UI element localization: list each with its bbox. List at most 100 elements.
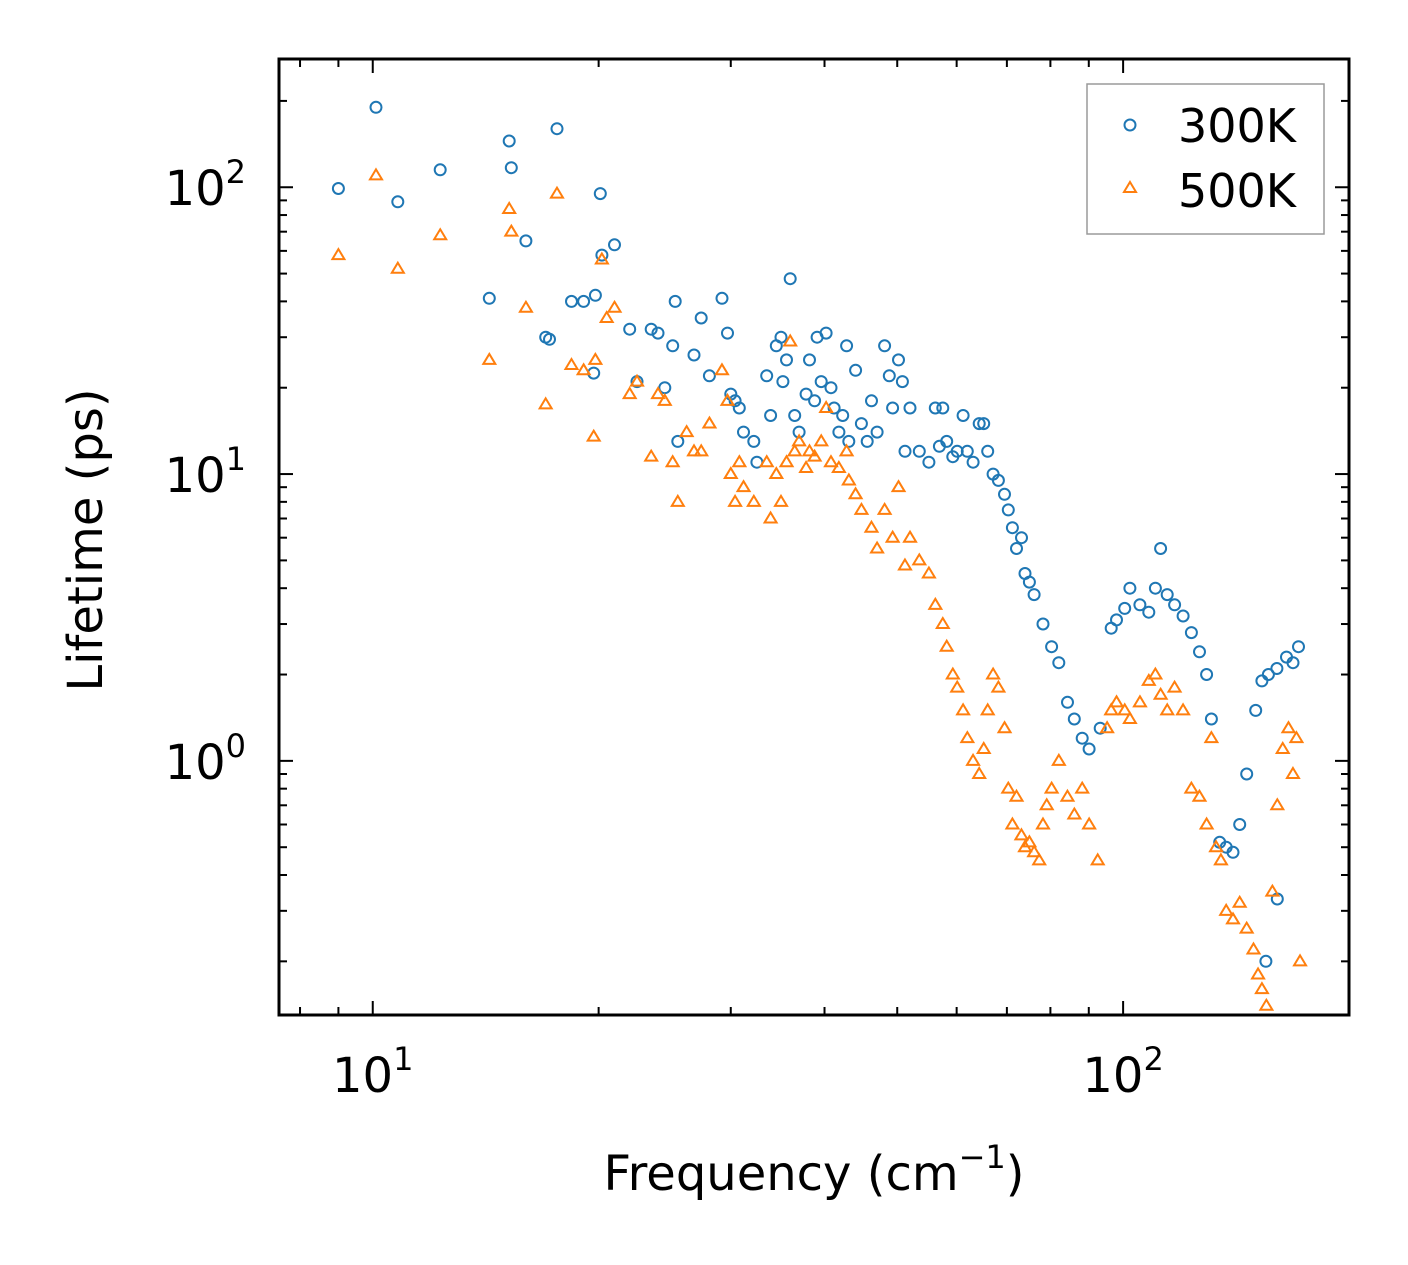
series-300k-marks (331, 100, 1305, 968)
point-300k-111 (1168, 598, 1182, 612)
point-300k-57 (842, 434, 856, 448)
point-300k-65 (886, 401, 900, 415)
x-tick-label-1: 102 (1082, 1040, 1163, 1104)
point-300k-127 (1286, 656, 1300, 670)
point-500k-45 (806, 448, 823, 462)
point-500k-55 (869, 540, 885, 554)
point-300k-9 (543, 332, 556, 346)
point-300k-25 (671, 434, 685, 448)
point-500k-56 (876, 501, 893, 515)
x-axis-label-end: ) (1006, 1146, 1025, 1202)
point-500k-105 (1175, 702, 1191, 716)
point-300k-98 (1067, 712, 1081, 726)
point-300k-62 (870, 425, 884, 439)
point-300k-48 (808, 394, 822, 408)
point-500k-57 (884, 529, 901, 543)
point-500k-108 (1198, 816, 1215, 830)
point-500k-74 (985, 666, 1001, 680)
point-500k-33 (735, 479, 752, 493)
point-300k-113 (1184, 626, 1198, 640)
point-300k-23 (666, 339, 680, 353)
point-500k-38 (773, 493, 789, 507)
point-500k-35 (758, 454, 775, 468)
point-500k-12 (587, 351, 604, 365)
point-500k-122 (1274, 741, 1291, 754)
point-500k-86 (1038, 797, 1055, 811)
point-300k-106 (1133, 598, 1147, 612)
point-300k-1 (369, 100, 383, 114)
point-500k-76 (996, 720, 1013, 734)
point-300k-74 (936, 401, 950, 415)
point-300k-58 (849, 363, 863, 377)
point-500k-70 (965, 752, 981, 766)
point-500k-106 (1183, 780, 1200, 794)
point-300k-63 (878, 339, 892, 353)
point-300k-114 (1193, 645, 1206, 659)
point-500k-23 (670, 493, 686, 507)
point-500k-0 (330, 247, 347, 261)
point-500k-20 (650, 386, 666, 400)
point-500k-21 (657, 392, 673, 406)
y-tick-label-base-1: 10 (165, 448, 226, 504)
point-500k-22 (664, 454, 681, 468)
point-300k-79 (960, 444, 974, 458)
point-500k-34 (746, 493, 762, 507)
point-300k-30 (721, 326, 734, 340)
point-500k-10 (563, 357, 580, 371)
point-500k-41 (786, 443, 803, 457)
point-500k-49 (831, 460, 847, 473)
point-300k-67 (895, 375, 909, 389)
point-500k-61 (911, 552, 928, 566)
point-500k-9 (549, 185, 565, 199)
point-300k-96 (1052, 656, 1066, 670)
point-500k-99 (1132, 694, 1148, 708)
point-500k-28 (714, 362, 730, 376)
legend-frame (1086, 83, 1325, 235)
point-500k-66 (945, 666, 961, 680)
point-300k-92 (1022, 575, 1036, 589)
point-500k-63 (927, 596, 944, 610)
x-axis-label: Frequency (cm−1) (603, 1138, 1024, 1202)
x-axis-label-superscript: −1 (959, 1138, 1006, 1176)
point-300k-86 (998, 487, 1011, 501)
point-500k-88 (1051, 752, 1067, 766)
point-300k-37 (760, 369, 774, 383)
point-300k-43 (783, 272, 797, 286)
point-500k-51 (841, 472, 857, 486)
point-300k-110 (1160, 588, 1174, 602)
point-500k-2 (390, 260, 406, 274)
point-500k-123 (1280, 720, 1297, 734)
point-300k-34 (737, 425, 750, 439)
point-300k-55 (836, 409, 850, 422)
point-300k-29 (715, 291, 729, 305)
point-500k-100 (1141, 672, 1157, 686)
point-500k-18 (629, 373, 645, 387)
point-500k-113 (1225, 911, 1241, 925)
point-500k-120 (1264, 883, 1281, 897)
point-500k-19 (643, 448, 659, 462)
point-300k-109 (1154, 542, 1168, 555)
point-500k-50 (838, 443, 855, 457)
point-300k-68 (898, 444, 912, 458)
point-500k-125 (1288, 730, 1305, 744)
point-300k-61 (865, 394, 878, 408)
point-500k-68 (955, 702, 971, 716)
y-axis-label: Lifetime (ps) (58, 388, 114, 691)
point-300k-45 (792, 425, 806, 439)
point-300k-2 (391, 195, 405, 209)
point-300k-101 (1093, 721, 1107, 735)
point-500k-84 (1031, 852, 1047, 866)
point-300k-116 (1204, 712, 1218, 726)
point-300k-82 (977, 417, 991, 431)
point-500k-80 (1013, 827, 1030, 841)
point-300k-10 (550, 122, 564, 136)
point-300k-60 (860, 434, 874, 448)
y-tick-label-2: 102 (165, 153, 246, 217)
point-500k-71 (971, 766, 987, 779)
point-500k-47 (818, 400, 834, 413)
point-300k-46 (799, 387, 813, 401)
point-300k-90 (1015, 531, 1028, 545)
point-300k-35 (747, 434, 761, 448)
